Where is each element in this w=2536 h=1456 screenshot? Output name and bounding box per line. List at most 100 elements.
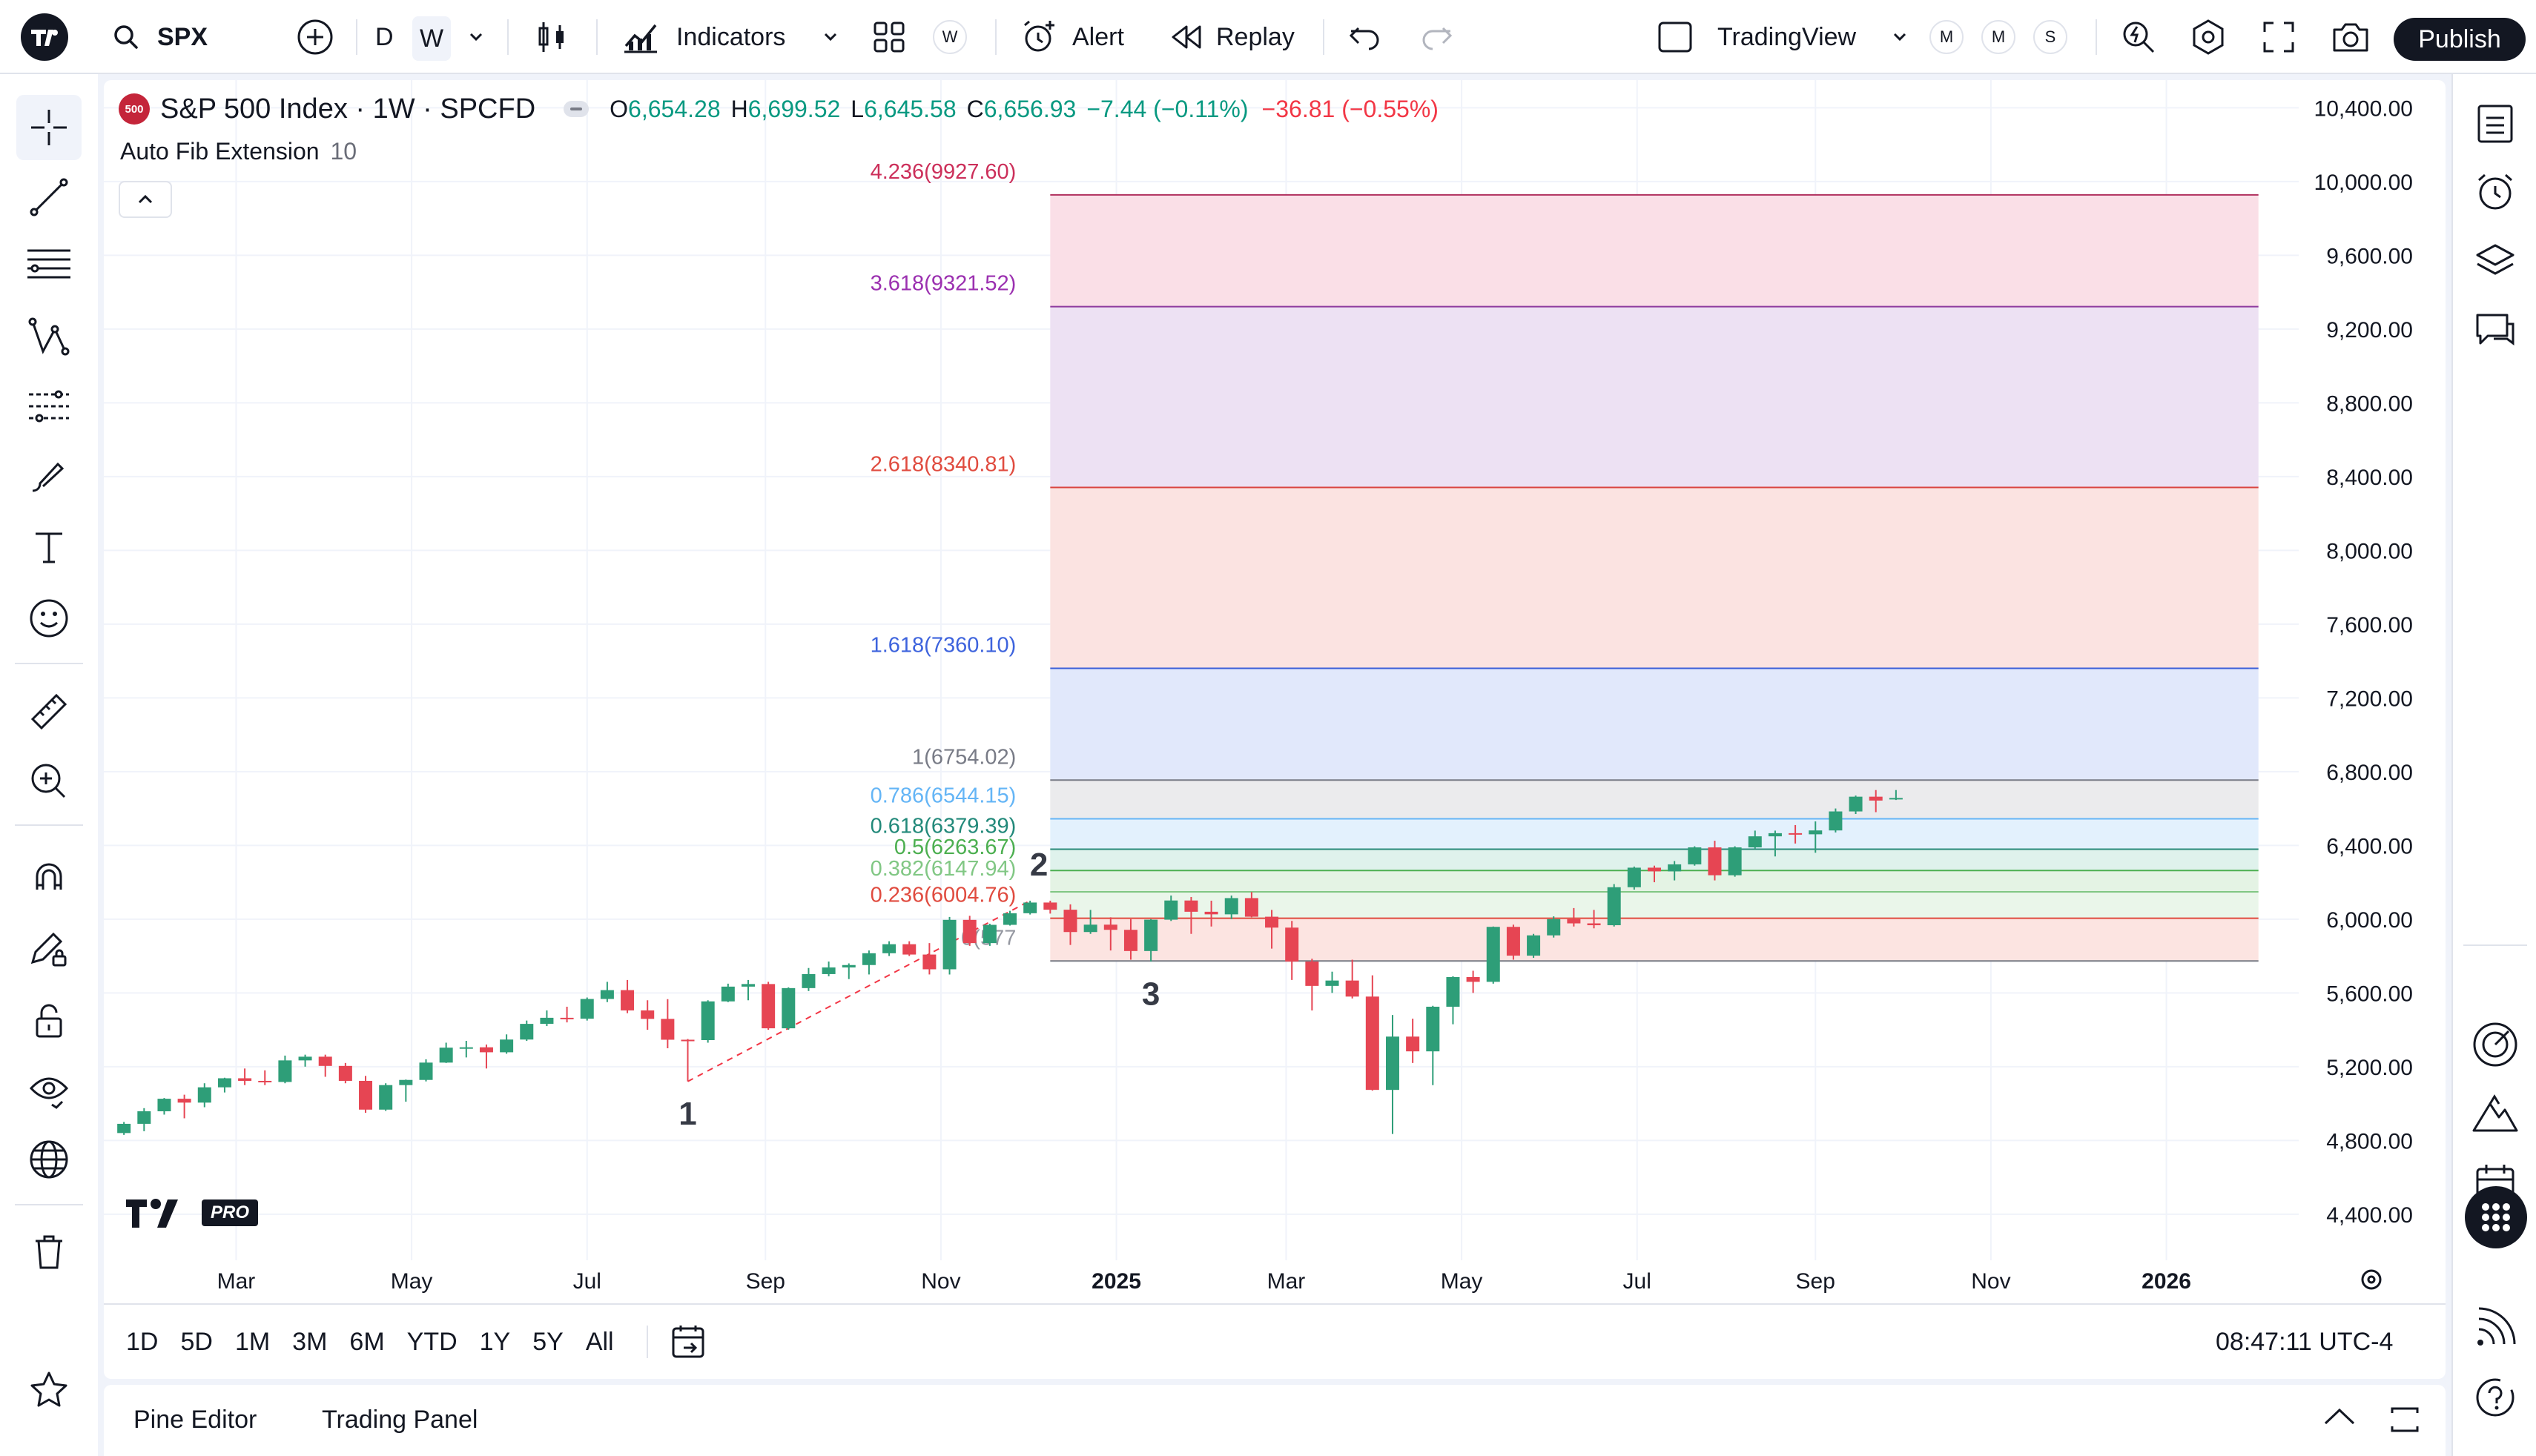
candle[interactable] (298, 1054, 312, 1067)
candle[interactable] (661, 999, 675, 1048)
undo-button[interactable] (1348, 0, 1382, 74)
range-5y[interactable]: 5Y (532, 1327, 564, 1356)
alerts-button[interactable] (2463, 160, 2527, 224)
tab-pine-editor[interactable]: Pine Editor (133, 1406, 257, 1434)
candle[interactable] (922, 943, 937, 975)
range-3m[interactable]: 3M (292, 1327, 328, 1356)
chart-type-button[interactable] (535, 0, 568, 74)
target-button[interactable] (2463, 1013, 2527, 1076)
symbol-search[interactable]: SPX (111, 0, 208, 74)
candle[interactable] (1123, 919, 1137, 960)
layout-badge-m1[interactable]: M (1929, 0, 1964, 74)
candle[interactable] (1688, 846, 1702, 866)
remove-drawings-tool[interactable] (16, 1219, 82, 1284)
candle[interactable] (479, 1044, 493, 1069)
fib-tool[interactable] (16, 233, 82, 298)
layout-button[interactable]: TradingView (1657, 0, 1856, 74)
range-5d[interactable]: 5D (180, 1327, 213, 1356)
alert-button[interactable]: Alert (1020, 0, 1124, 74)
candle[interactable] (217, 1077, 231, 1093)
pattern-tool[interactable] (16, 304, 82, 369)
layout-badge-s[interactable]: S (2033, 0, 2067, 74)
panel-maximize-button[interactable] (2386, 1403, 2423, 1440)
candle[interactable] (1204, 900, 1218, 927)
candle[interactable] (238, 1068, 252, 1085)
publish-button[interactable]: Publish (2394, 18, 2526, 61)
indicators-button[interactable]: Indicators (621, 0, 785, 74)
redo-button[interactable] (1419, 0, 1453, 74)
zoom-tool[interactable] (16, 749, 82, 814)
range-all[interactable]: All (585, 1327, 614, 1356)
legend-title[interactable]: S&P 500 Index · 1W · SPCFD (160, 93, 536, 125)
tradingview-logo[interactable] (21, 0, 68, 74)
candle[interactable] (1325, 971, 1339, 993)
candle[interactable] (1285, 921, 1299, 980)
candle[interactable] (701, 1000, 715, 1043)
candle[interactable] (1587, 910, 1601, 929)
global-tool[interactable] (16, 1127, 82, 1192)
brush-tool[interactable] (16, 445, 82, 510)
candle[interactable] (822, 962, 836, 976)
measure-tool[interactable] (16, 679, 82, 744)
candle[interactable] (1103, 917, 1117, 951)
fullscreen-button[interactable] (2262, 0, 2296, 74)
candle[interactable] (1265, 910, 1279, 949)
help-button[interactable] (2463, 1366, 2527, 1429)
object-tree-button[interactable] (2463, 230, 2527, 294)
candle[interactable] (1184, 896, 1198, 934)
compare-add-button[interactable] (295, 0, 335, 74)
candle[interactable] (1869, 790, 1883, 813)
candle[interactable] (802, 967, 816, 991)
candle[interactable] (721, 983, 735, 1002)
candle[interactable] (1446, 976, 1460, 1025)
legend-toggle-button[interactable] (119, 181, 172, 218)
candle[interactable] (1748, 830, 1762, 850)
candle[interactable] (942, 916, 957, 975)
candle[interactable] (1547, 916, 1561, 938)
replay-button[interactable]: Replay (1170, 0, 1295, 74)
stream-button[interactable] (2463, 1296, 2527, 1360)
candle[interactable] (1345, 959, 1359, 999)
candle[interactable] (842, 963, 856, 979)
trend-line-tool[interactable] (16, 165, 82, 230)
candle[interactable] (1063, 904, 1077, 945)
candle[interactable] (580, 997, 594, 1021)
candle[interactable] (1023, 900, 1037, 915)
lock-drawing-tool[interactable] (16, 916, 82, 982)
candle[interactable] (1466, 970, 1480, 993)
candle[interactable] (1728, 846, 1742, 877)
layout-dropdown[interactable] (1889, 0, 1910, 74)
range-1d[interactable]: 1D (126, 1327, 159, 1356)
candle[interactable] (379, 1083, 393, 1111)
candle[interactable] (157, 1098, 171, 1115)
candle[interactable] (1003, 910, 1017, 926)
candle[interactable] (338, 1062, 352, 1084)
interval-w[interactable]: W (412, 16, 451, 61)
candle[interactable] (177, 1094, 191, 1119)
range-1y[interactable]: 1Y (479, 1327, 511, 1356)
chart-panel[interactable]: 4.236(9927.60) 3.618(9321.52) 2.618(8340.8… (104, 80, 2446, 1379)
emoji-tool[interactable] (16, 586, 82, 651)
forecast-tool[interactable] (16, 374, 82, 439)
quick-search-button[interactable] (2119, 0, 2158, 74)
ideas-button[interactable] (2463, 1082, 2527, 1146)
candle[interactable] (137, 1108, 151, 1131)
lock-all-tool[interactable] (16, 987, 82, 1053)
candle[interactable] (641, 1000, 655, 1030)
range-6m[interactable]: 6M (349, 1327, 385, 1356)
panel-collapse-button[interactable] (2321, 1403, 2358, 1436)
crosshair-tool[interactable] (16, 95, 82, 160)
settings-button[interactable] (2189, 0, 2228, 74)
candle[interactable] (1385, 1015, 1399, 1134)
candle[interactable] (762, 982, 776, 1030)
interval-d[interactable]: D (375, 22, 394, 51)
candle[interactable] (500, 1034, 514, 1054)
candle[interactable] (258, 1070, 272, 1085)
candle[interactable] (962, 916, 977, 946)
hide-drawings-tool[interactable] (16, 1057, 82, 1122)
magnet-tool[interactable] (16, 847, 82, 912)
candle[interactable] (117, 1122, 131, 1135)
candle[interactable] (862, 950, 876, 975)
favorites-tool[interactable] (16, 1357, 82, 1422)
goto-date-icon[interactable] (669, 1323, 707, 1361)
